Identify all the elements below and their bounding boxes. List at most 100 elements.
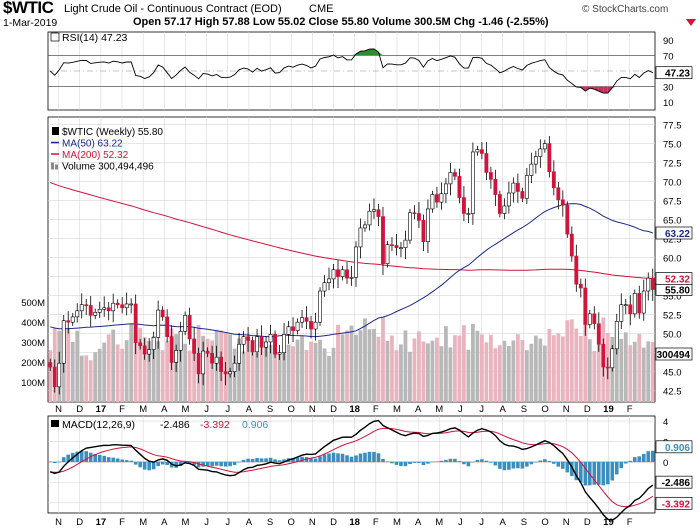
- macd-histogram-bar: [632, 457, 637, 462]
- price-candle: [367, 210, 372, 226]
- price-candle: [138, 342, 143, 347]
- macd-histogram-bar: [412, 461, 417, 463]
- price-candle: [435, 194, 439, 203]
- price-candle: [479, 149, 484, 154]
- volume-bar: [129, 323, 134, 402]
- macd-histogram-bar: [457, 461, 462, 462]
- price-candle: [228, 371, 233, 375]
- macd-histogram-bar: [381, 458, 385, 462]
- macd-histogram-bar: [358, 453, 363, 462]
- volume-bar: [259, 341, 264, 402]
- macd-histogram-bar: [115, 458, 120, 462]
- volume-bar: [192, 339, 197, 402]
- macd-histogram-bar: [619, 461, 624, 469]
- price-candle: [70, 316, 75, 323]
- macd-histogram-bar: [66, 454, 71, 462]
- macd-histogram-bar: [583, 461, 588, 486]
- macd-histogram-bar: [223, 461, 228, 467]
- xaxis-label-lower: F: [627, 517, 633, 528]
- macd-histogram-bar: [331, 452, 336, 462]
- macd-histogram-bar: [160, 461, 165, 465]
- xaxis-label-upper: F: [373, 404, 379, 415]
- macd-histogram-bar: [133, 461, 138, 465]
- xaxis-label-upper: A: [161, 404, 168, 415]
- price-candle: [160, 309, 165, 318]
- macd-histogram-bar: [345, 455, 349, 462]
- price-tick-label: 42.5: [663, 387, 682, 398]
- macd-histogram-bar: [417, 461, 421, 463]
- price-candle: [61, 320, 66, 364]
- volume-bar: [417, 331, 421, 402]
- price-candle: [439, 193, 444, 203]
- macd-histogram-bar: [201, 461, 205, 467]
- macd-histogram-bar: [543, 459, 547, 462]
- price-candle: [48, 362, 53, 368]
- ma50-tag-box: [655, 226, 693, 240]
- xaxis-label-upper: O: [541, 404, 548, 415]
- price-candle: [286, 326, 291, 335]
- macd-histogram-bar: [300, 456, 304, 462]
- volume-bar: [147, 341, 152, 402]
- macd-histogram-bar: [453, 458, 457, 462]
- xaxis-label-upper: J: [479, 404, 484, 415]
- price-candle: [560, 199, 565, 206]
- price-candle: [88, 305, 93, 316]
- macd-histogram-bar: [79, 450, 84, 462]
- xaxis-label-lower: J: [225, 517, 230, 528]
- macd-histogram-bar: [102, 455, 107, 462]
- candle-legend-icon: [52, 127, 59, 135]
- price-candle: [646, 277, 651, 292]
- xaxis-label-lower: F: [119, 517, 125, 528]
- volume-bar: [124, 340, 129, 402]
- macd-histogram-bar: [106, 457, 111, 462]
- macd-histogram-bar: [462, 461, 466, 465]
- macd-histogram-bar: [142, 461, 147, 470]
- price-candle: [151, 337, 156, 350]
- xaxis-label-lower: M: [393, 517, 401, 528]
- price-candle: [124, 303, 129, 309]
- price-candle: [246, 336, 251, 341]
- macd-histogram-bar: [552, 461, 556, 464]
- price-tick-label: 65.0: [663, 216, 682, 227]
- macd-histogram-bar: [88, 452, 93, 462]
- price-candle: [529, 163, 534, 176]
- price-candle: [232, 362, 237, 372]
- volume-bar: [520, 340, 525, 402]
- price-candle: [632, 293, 637, 315]
- volume-bar: [578, 336, 583, 402]
- macd-histogram-bar: [484, 460, 489, 462]
- volume-bar: [291, 346, 295, 402]
- macd-histogram-bar: [529, 461, 534, 465]
- macd-histogram-bar: [214, 461, 219, 466]
- macd-histogram-bar: [570, 461, 574, 477]
- macd-histogram-bar: [174, 461, 178, 468]
- rsi-overbought-fill: [369, 48, 374, 56]
- macd-histogram-bar: [120, 459, 124, 462]
- macd-histogram-bar: [498, 461, 502, 469]
- macd-histogram-bar: [84, 451, 89, 462]
- volume-bar: [623, 332, 628, 402]
- volume-bar: [363, 318, 367, 402]
- volume-bar: [462, 325, 466, 402]
- price-candle: [565, 204, 570, 235]
- volume-bar: [246, 340, 250, 402]
- macd-histogram-bar: [255, 457, 259, 462]
- macd-line: [49, 419, 654, 521]
- macd-histogram-bar: [354, 455, 358, 462]
- macd-histogram-bar: [439, 460, 444, 462]
- macd-histogram-bar: [466, 461, 471, 467]
- macd-histogram-bar: [475, 460, 480, 462]
- price-tick-label: 72.5: [663, 159, 682, 170]
- price-candle: [614, 321, 619, 350]
- volume-bar: [497, 345, 502, 402]
- price-candle: [192, 338, 197, 354]
- price-candle: [605, 366, 610, 369]
- macd-histogram-bar: [448, 458, 453, 462]
- price-candle: [300, 317, 304, 323]
- xaxis-label-lower: D: [330, 517, 337, 528]
- price-candle: [444, 183, 448, 195]
- macd-hist-tag-box: [655, 440, 693, 454]
- rsi-last-tag: 47.23: [665, 69, 690, 80]
- xaxis-label-lower: N: [309, 517, 316, 528]
